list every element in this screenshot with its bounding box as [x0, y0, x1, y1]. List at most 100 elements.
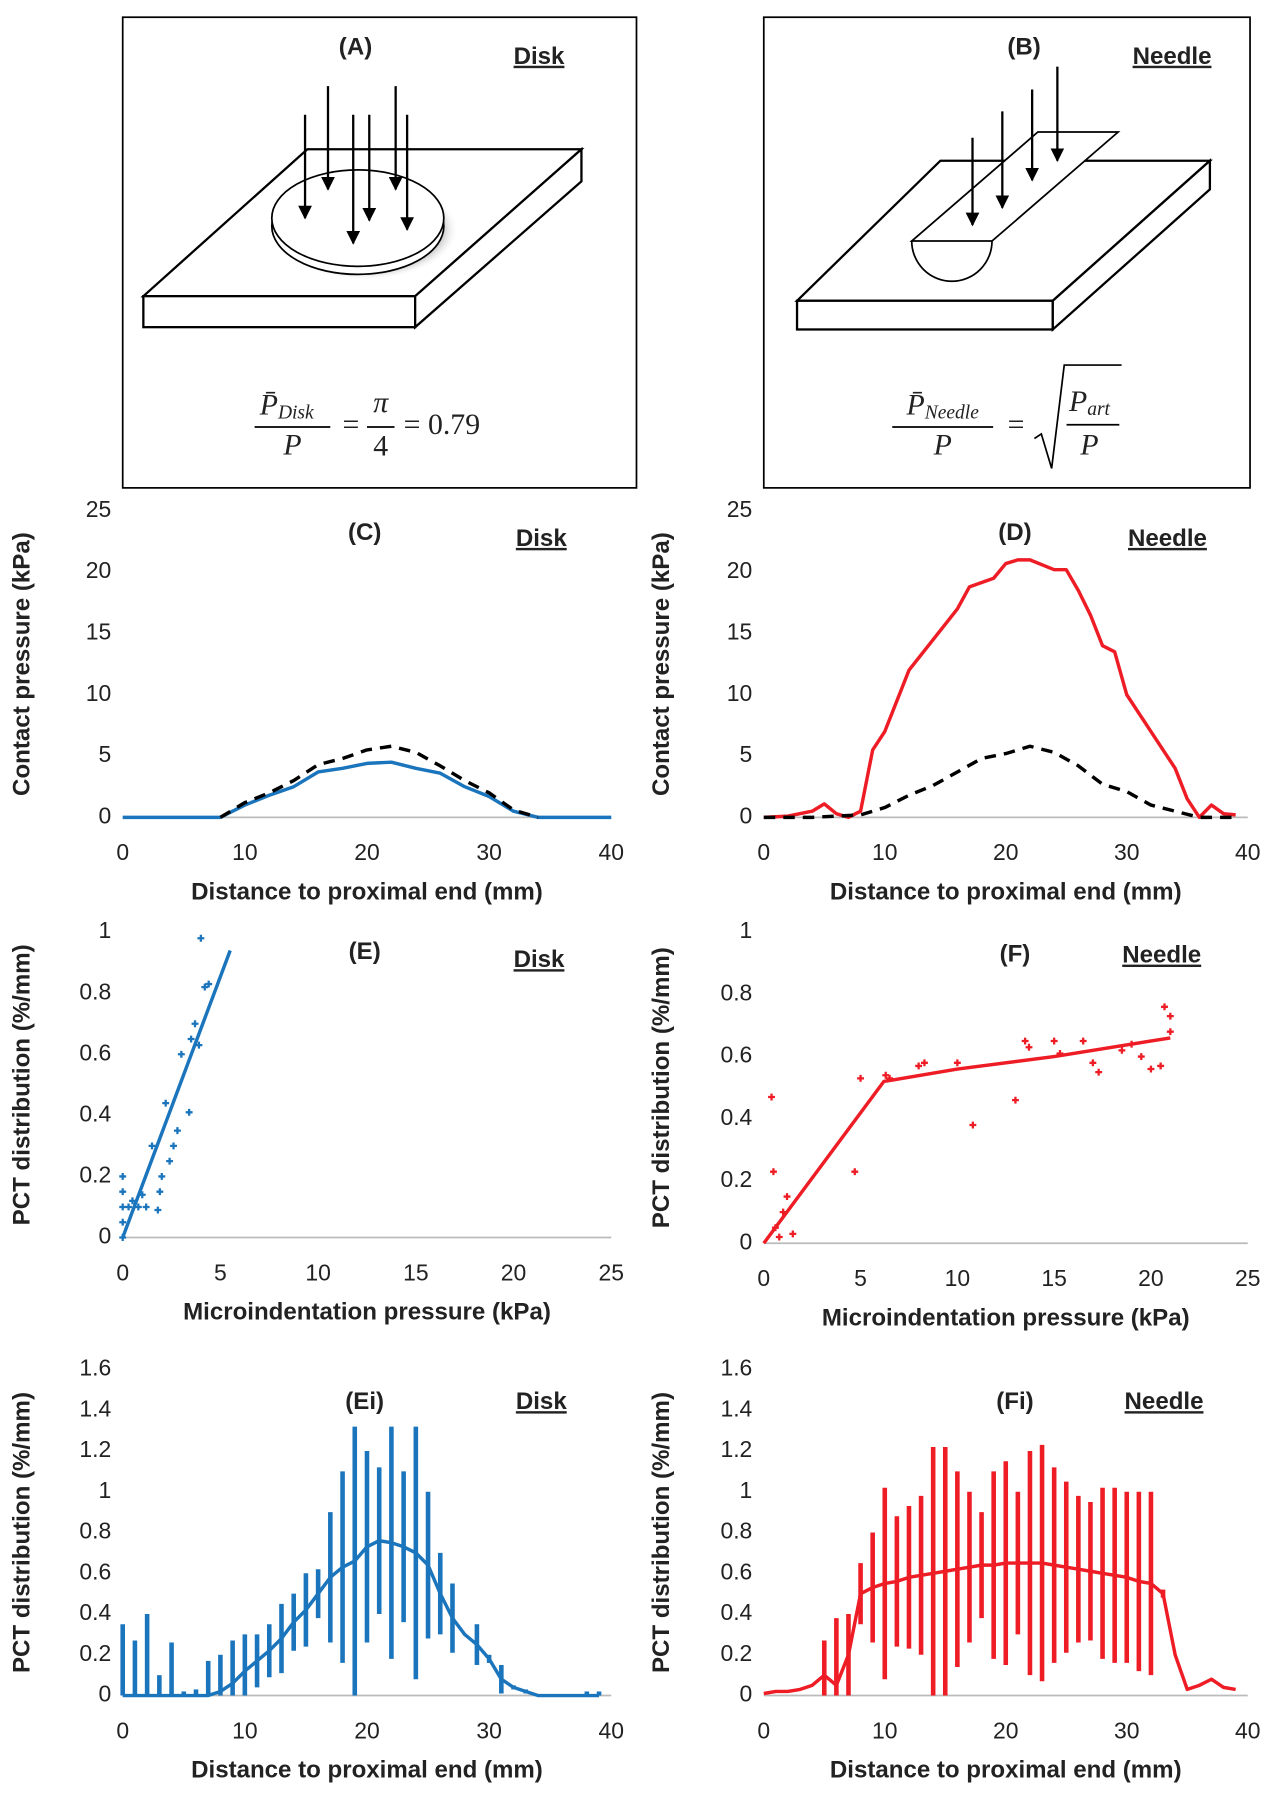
data-point	[166, 1157, 174, 1165]
data-point	[119, 1188, 127, 1196]
panel-subtitle: Disk	[514, 946, 565, 973]
data-point	[191, 1020, 199, 1028]
x-axis-title: Distance to proximal end (mm)	[191, 1757, 543, 1784]
panel-subtitle: Needle	[1133, 43, 1212, 70]
y-tick-label: 0.2	[720, 1166, 752, 1192]
data-point	[770, 1168, 777, 1176]
x-tick-label: 10	[872, 839, 898, 865]
y-tick-label: 1	[740, 917, 753, 943]
y-axis-title: PCT distribution (%/mm)	[8, 944, 35, 1225]
y-tick-label: 0.6	[720, 1042, 752, 1068]
x-tick-label: 0	[757, 1717, 770, 1743]
equation-denominator: P	[933, 429, 952, 462]
data-point	[154, 1206, 162, 1214]
y-tick-label: 0	[740, 1681, 753, 1707]
y-tick-label: 5	[740, 741, 753, 767]
y-tick-label: 0.6	[79, 1039, 111, 1065]
panel-title: (B)	[1007, 34, 1040, 61]
x-tick-label: 15	[403, 1259, 429, 1285]
y-tick-label: 10	[727, 680, 753, 706]
panel-b: (B) Needle P̄Needle P = Part P	[762, 16, 1251, 489]
y-tick-label: 20	[86, 557, 112, 583]
panel-subtitle: Disk	[514, 43, 565, 70]
y-tick-label: 0.8	[79, 978, 111, 1004]
y-axis-title: Contact pressure (kPa)	[648, 532, 675, 796]
data-point	[915, 1062, 923, 1070]
panel-a: (A) Disk P̄Disk P = π 4 = 0.79	[121, 16, 638, 489]
data-point	[953, 1059, 961, 1067]
data-point	[170, 1142, 177, 1150]
x-tick-label: 20	[993, 839, 1019, 865]
data-point	[205, 980, 213, 988]
x-tick-label: 10	[945, 1265, 971, 1291]
y-tick-label: 0.4	[720, 1599, 752, 1625]
data-point	[1021, 1037, 1029, 1045]
symbol: P̄	[259, 388, 278, 421]
data-point	[187, 1035, 195, 1043]
x-tick-label: 0	[116, 1717, 129, 1743]
y-tick-label: 0.2	[79, 1640, 111, 1666]
y-tick-label: 1.6	[720, 1355, 752, 1381]
y-tick-label: 0	[98, 802, 111, 828]
y-tick-label: 1	[98, 1477, 111, 1503]
panel-title: (Ei)	[345, 1388, 384, 1415]
x-tick-label: 0	[757, 839, 770, 865]
x-tick-label: 10	[872, 1717, 898, 1743]
data-point	[197, 934, 205, 942]
data-point	[1095, 1068, 1103, 1076]
equation-denominator: P	[282, 429, 301, 462]
data-point	[142, 1203, 150, 1211]
line	[121, 949, 232, 1239]
y-tick-label: 0.6	[720, 1558, 752, 1584]
y-tick-label: 15	[727, 618, 753, 644]
x-tick-label: 40	[599, 839, 625, 865]
x-axis-title: Microindentation pressure (kPa)	[183, 1299, 551, 1326]
x-tick-label: 10	[232, 839, 258, 865]
panel-title: (Fi)	[996, 1388, 1033, 1415]
data-point	[125, 1203, 133, 1211]
panel-subtitle: Disk	[516, 1388, 567, 1415]
y-tick-label: 0.8	[720, 979, 752, 1005]
y-tick-label: 10	[86, 680, 112, 706]
data-point	[783, 1193, 791, 1201]
x-tick-label: 30	[1114, 839, 1140, 865]
data-point	[1147, 1065, 1155, 1073]
data-point	[119, 1203, 127, 1211]
x-axis-title: Distance to proximal end (mm)	[830, 878, 1182, 905]
equation-result: = 0.79	[404, 408, 480, 441]
y-tick-label: 0.4	[79, 1100, 111, 1126]
data-point	[1050, 1037, 1058, 1045]
data-point	[162, 1099, 170, 1107]
y-tick-label: 0.8	[79, 1518, 111, 1544]
plate-side	[414, 146, 583, 330]
x-tick-label: 40	[1235, 1717, 1261, 1743]
y-tick-label: 20	[727, 557, 753, 583]
data-point	[1012, 1096, 1019, 1104]
data-point	[921, 1059, 928, 1067]
subscript: Disk	[277, 403, 314, 424]
y-tick-label: 1.6	[79, 1355, 111, 1381]
x-tick-label: 20	[993, 1717, 1019, 1743]
x-tick-label: 10	[305, 1259, 331, 1285]
data-point	[768, 1093, 775, 1101]
x-axis-title: Distance to proximal end (mm)	[830, 1757, 1182, 1784]
x-tick-label: 25	[599, 1259, 625, 1285]
y-axis-title: PCT distribution (%/mm)	[648, 1392, 675, 1673]
y-tick-label: 0.2	[79, 1161, 111, 1187]
plate-front	[142, 295, 417, 329]
panel-subtitle: Disk	[516, 525, 567, 552]
panel-title: (D)	[998, 519, 1031, 546]
x-tick-label: 5	[854, 1265, 867, 1291]
y-tick-label: 0.4	[79, 1599, 111, 1625]
x-tick-label: 20	[501, 1259, 527, 1285]
data-point	[195, 1041, 203, 1049]
data-point	[857, 1074, 865, 1082]
needle-end	[910, 240, 993, 283]
data-point	[156, 1188, 164, 1196]
y-tick-label: 0.2	[720, 1640, 752, 1666]
equation-symbol: P̄Needle	[906, 388, 980, 424]
y-tick-label: 25	[86, 496, 112, 522]
y-tick-label: 0	[98, 1223, 111, 1249]
x-axis-title: Distance to proximal end (mm)	[191, 878, 543, 905]
